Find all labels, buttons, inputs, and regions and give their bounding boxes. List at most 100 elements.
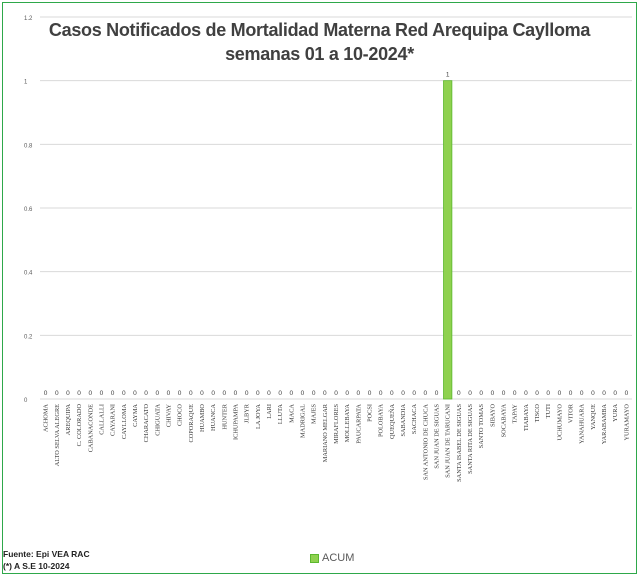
data-label: 0 [200,390,204,397]
data-label: 0 [401,390,405,397]
data-label: 0 [546,390,550,397]
source-line-1: Fuente: Epi VEA RAC [3,549,90,559]
x-tick-label: CAYLLOMA [121,404,128,440]
data-label: 0 [368,390,372,397]
data-label: 0 [468,390,472,397]
data-label: 0 [558,390,562,397]
x-tick-label: UCHUMAYO [556,404,563,441]
x-tick-label: ALTO SELVA ALEGRE [54,404,61,466]
y-tick-label: 0 [24,398,28,404]
data-label: 0 [88,390,92,397]
x-tick-label: YANQUE [590,404,597,430]
data-label: 0 [379,390,383,397]
data-label: 0 [312,390,316,397]
data-label: 0 [524,390,528,397]
x-tick-label: SIBAYO [489,404,496,427]
x-tick-label: MAJES [311,404,318,424]
x-tick-label: CHOCO [177,404,184,426]
data-label: 0 [435,390,439,397]
x-tick-label: VITOR [568,403,575,423]
chart-subtitle: semanas 01 a 10-2024* [225,44,414,64]
x-tick-label: CALLALLI [98,404,105,435]
x-tick-label: SANTO TOMAS [478,404,485,449]
x-tick-label: MACA [288,404,295,423]
data-label: 0 [290,390,294,397]
data-label: 0 [390,390,394,397]
x-tick-label: LLUTA [277,404,284,425]
x-tick-label: PAUCARPATA [355,404,362,444]
data-label: 0 [222,390,226,397]
x-tick-label: HUANCA [210,404,217,431]
data-label: 0 [424,390,428,397]
x-tick-label: C. COLORADO [76,404,83,447]
y-tick-label: 0.2 [24,334,33,340]
data-label: 0 [211,390,215,397]
data-label: 0 [535,390,539,397]
x-tick-label: CHARACATO [143,404,150,443]
x-tick-label: SANTA RITA DE SIGUAS [467,404,474,474]
data-label: 0 [580,390,584,397]
legend: ACUM [310,552,354,564]
x-tick-label: MADRIGAL [299,404,306,438]
y-tick-label: 0.6 [24,207,33,213]
x-tick-label: SABANDIA [400,404,407,437]
source-note: Fuente: Epi VEA RAC (*) A S.E 10-2024 [3,548,90,572]
data-label: 0 [256,390,260,397]
x-tick-label: TISCO [534,404,541,423]
data-label: 0 [122,390,126,397]
x-tick-label: MOLLEBAYA [344,404,351,443]
data-label: 0 [513,390,517,397]
y-tick-label: 1 [24,80,28,86]
gridlines [40,16,632,400]
data-label: 0 [167,390,171,397]
data-label: 0 [625,390,629,397]
x-tick-label: MIRAFLORES [333,404,340,444]
x-tick-label: LA JOYA [255,404,262,429]
data-label: 0 [345,390,349,397]
x-tick-label: YURA [612,404,619,422]
x-tick-label: ICHUPAMPA [232,404,239,440]
chart-title: Casos Notificados de Mortalidad Materna … [48,20,591,40]
x-tick-label: CABANACONDE [87,404,94,452]
data-label: 0 [44,390,48,397]
data-label: 0 [278,390,282,397]
data-label: 0 [189,390,193,397]
data-label: 0 [155,390,159,397]
x-tick-label: YANAHUARA [579,404,586,444]
x-tick-label: CAYMA [132,404,139,427]
data-label: 0 [133,390,137,397]
x-tick-label: SAN JUAN DE SIGUAS [434,404,441,469]
x-tick-label: HUAMBO [199,404,206,432]
data-label: 0 [77,390,81,397]
x-tick-label: ACHOMA [43,404,50,432]
x-tick-label: JLBYR [244,403,251,423]
x-tick-label: CHIVAY [165,404,172,428]
x-tick-label: COPORAQUE [188,404,195,443]
x-tick-label: TAPAY [512,404,519,424]
data-label: 0 [55,390,59,397]
data-label: 0 [569,390,573,397]
y-tick-label: 0.8 [24,143,33,149]
data-label: 0 [66,390,70,397]
data-label: 0 [144,390,148,397]
data-label: 1 [446,72,450,79]
y-axis: 0 0.2 0.4 0.6 0.8 1 1.2 [24,16,33,404]
data-label: 0 [479,390,483,397]
y-tick-label: 0.4 [24,271,33,277]
data-label: 0 [245,390,249,397]
data-label: 0 [357,390,361,397]
data-label: 0 [412,390,416,397]
x-tick-label: SAN ANTONIO DE CHUCA [422,404,429,480]
legend-label: ACUM [322,552,355,564]
source-line-2: (*) A S.E 10-2024 [3,561,70,571]
x-axis: ACHOMA ALTO SELVA ALEGRE AREQUIPA C. COLORA… [43,403,631,482]
data-label: 0 [502,390,506,397]
x-tick-label: SOCABAYA [501,404,508,438]
data-label: 0 [301,390,305,397]
x-tick-label: AREQUIPA [65,404,72,436]
data-label: 0 [100,390,104,397]
data-label: 0 [602,390,606,397]
x-tick-label: YARABAMBA [601,404,608,445]
x-tick-label: SAN JUAN DE TARUCANI [445,404,452,478]
